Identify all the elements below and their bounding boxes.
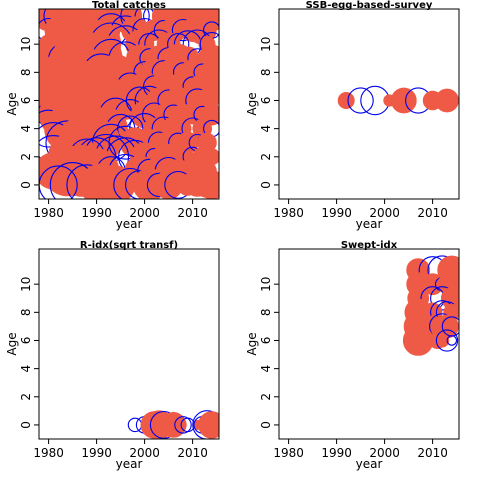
negative-residual-bubble — [127, 417, 143, 433]
y-tick-label: 2 — [259, 393, 273, 401]
y-tick-label: 4 — [259, 125, 273, 133]
negative-residual-bubble — [192, 410, 219, 439]
y-tick-label: 8 — [19, 69, 33, 77]
y-tick-label: 10 — [19, 37, 33, 52]
y-tick-label: 2 — [19, 153, 33, 161]
x-tick-label: 1980 — [33, 446, 64, 460]
y-tick-label: 4 — [19, 365, 33, 373]
x-axis-label: year — [356, 457, 383, 471]
y-axis-label: Age — [245, 92, 259, 115]
x-tick-label: 2000 — [129, 206, 160, 220]
y-tick-label: 2 — [259, 153, 273, 161]
x-tick-label: 2000 — [369, 446, 400, 460]
x-tick-label: 2010 — [417, 446, 448, 460]
x-tick-label: 2010 — [177, 446, 208, 460]
bubble-group — [127, 410, 219, 439]
y-axis-label: Age — [5, 332, 19, 355]
positive-residual-bubble — [435, 333, 450, 348]
x-tick-label: 1990 — [321, 446, 352, 460]
y-tick-label: 0 — [19, 421, 33, 429]
positive-residual-bubble — [390, 87, 417, 114]
x-tick-label: 1980 — [33, 206, 64, 220]
y-tick-label: 8 — [259, 69, 273, 77]
y-tick-label: 10 — [19, 277, 33, 292]
chart-panel-4: 1980 1990 2000 2010 0 2 4 6 8 10 Swept-idx year Age — [245, 240, 460, 471]
chart-panel-2: 1980 1990 2000 2010 0 2 4 6 8 10 SSB-egg-based-sur… — [245, 0, 460, 231]
chart-title: R-idx(sqrt transf) — [80, 240, 178, 251]
chart-title: Swept-idx — [341, 240, 398, 251]
plot-frame — [38, 8, 220, 200]
chart-panel-3: 1980 1990 2000 2010 0 2 4 6 8 10 R-idx(sqrt transf… — [5, 240, 220, 471]
x-tick-label: 1980 — [273, 446, 304, 460]
chart-title: Total catches — [92, 0, 166, 11]
y-tick-label: 0 — [259, 421, 273, 429]
y-tick-label: 6 — [19, 337, 33, 345]
y-tick-label: 8 — [259, 309, 273, 317]
y-tick-label: 0 — [259, 181, 273, 189]
y-tick-label: 4 — [259, 365, 273, 373]
positive-residual-bubble — [197, 170, 219, 199]
x-tick-label: 2000 — [129, 446, 160, 460]
y-tick-label: 6 — [259, 97, 273, 105]
positive-residual-bubble — [198, 411, 219, 439]
plot-frame — [278, 8, 460, 200]
chart-panel-1: 1980 1990 2000 2010 0 2 4 6 8 10 Total catches year… — [5, 0, 220, 231]
x-axis-label: year — [356, 217, 383, 231]
bubble-group — [39, 9, 219, 199]
negative-residual-bubble — [347, 87, 374, 114]
y-tick-label: 8 — [19, 309, 33, 317]
y-tick-label: 6 — [259, 337, 273, 345]
y-axis-label: Age — [5, 92, 19, 115]
positive-residual-bubble — [96, 165, 136, 199]
y-tick-label: 6 — [19, 97, 33, 105]
x-tick-label: 1990 — [81, 206, 112, 220]
plot-frame — [278, 248, 460, 440]
x-tick-label: 1990 — [321, 206, 352, 220]
y-tick-label: 10 — [259, 37, 273, 52]
negative-residual-bubble — [446, 335, 458, 346]
x-axis-label: year — [116, 217, 143, 231]
x-tick-label: 2010 — [417, 206, 448, 220]
plot-frame — [38, 248, 220, 440]
y-axis-label: Age — [245, 332, 259, 355]
positive-residual-bubble — [435, 88, 459, 113]
bubble-group — [337, 85, 459, 116]
x-tick-label: 2000 — [369, 206, 400, 220]
x-tick-label: 2010 — [177, 206, 208, 220]
x-tick-label: 1990 — [81, 446, 112, 460]
negative-residual-bubble — [435, 329, 459, 352]
x-tick-label: 1980 — [273, 206, 304, 220]
chart-title: SSB-egg-based-survey — [306, 0, 433, 11]
x-axis-label: year — [116, 457, 143, 471]
y-tick-label: 2 — [19, 393, 33, 401]
negative-residual-bubble — [174, 416, 192, 434]
bubble-group — [402, 255, 459, 356]
y-tick-label: 10 — [259, 277, 273, 292]
positive-residual-bubble — [337, 92, 355, 110]
y-tick-label: 4 — [19, 125, 33, 133]
y-tick-label: 0 — [19, 181, 33, 189]
